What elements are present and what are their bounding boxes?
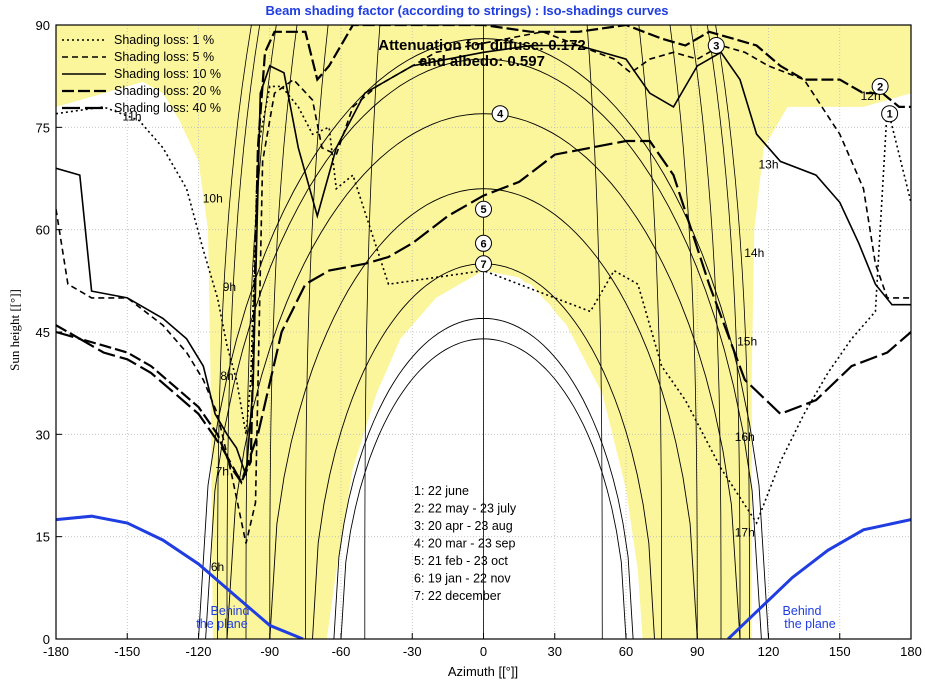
legend-label: Shading loss: 40 %	[114, 101, 221, 115]
y-tick-label: 90	[36, 18, 50, 33]
behind-plane-curve-right	[727, 518, 911, 639]
sun-path-marker-label: 5	[480, 204, 486, 216]
y-tick-label: 60	[36, 223, 50, 238]
iso-shading-curves	[56, 25, 911, 544]
x-tick-label: -120	[185, 644, 211, 659]
hour-label: 16h	[735, 430, 755, 444]
hour-label: 15h	[737, 335, 757, 349]
iso-curve	[56, 44, 911, 476]
hour-line	[586, 25, 603, 639]
behind-plane-curve-left	[56, 514, 304, 639]
date-list-item: 3: 20 apr - 23 aug	[414, 519, 513, 533]
x-tick-label: 30	[548, 644, 562, 659]
sun-path-marker-3: 3	[707, 36, 725, 54]
sun-path-marker-label: 1	[887, 109, 893, 121]
sun-path-marker-2: 2	[871, 77, 889, 95]
sun-path-marker-7: 7	[475, 255, 492, 273]
date-list-item: 2: 22 may - 23 july	[414, 502, 517, 516]
hour-line	[245, 25, 277, 639]
sun-path-marker-label: 6	[480, 238, 486, 250]
sun-paths	[198, 25, 769, 639]
hour-line	[217, 25, 252, 639]
x-tick-label: 90	[690, 644, 704, 659]
attenuation-diffuse-text: Attenuation for diffuse: 0.172	[378, 37, 586, 54]
iso-curve	[56, 139, 911, 485]
x-tick-label: 0	[480, 644, 487, 659]
legend-label: Shading loss: 20 %	[114, 84, 221, 98]
x-tick-label: 120	[758, 644, 780, 659]
chart-title: Beam shading factor (according to string…	[265, 3, 668, 18]
hour-label: 8h	[220, 369, 233, 383]
hour-line	[226, 25, 261, 639]
x-axis-label: Azimuth [[°]]	[448, 664, 518, 679]
hour-line	[638, 25, 662, 639]
x-tick-label: 180	[900, 644, 922, 659]
axis-ticks: -180 -150 -120 -90 -60 -30 0 30 60 90 120 150 180015…	[36, 18, 922, 659]
hour-label: 11h	[122, 110, 141, 124]
sun-path-marker-1: 1	[881, 105, 899, 123]
y-tick-label: 45	[36, 325, 50, 340]
y-tick-label: 30	[36, 427, 50, 442]
y-tick-label: 75	[36, 120, 50, 135]
sun-path-markers: 1 2 3 4 5 6 7	[475, 36, 899, 273]
hour-label: 10h	[203, 191, 223, 205]
hour-line	[706, 25, 741, 639]
hour-line	[669, 25, 698, 639]
y-axis-label: Sun height [[°]]	[7, 289, 22, 371]
hour-line	[269, 25, 298, 639]
x-tick-label: 60	[619, 644, 633, 659]
legend-label: Shading loss: 1 %	[114, 33, 214, 47]
behind-plane-left-2: the plane	[196, 617, 247, 631]
date-list-item: 7: 22 december	[414, 589, 501, 603]
hour-line	[690, 25, 722, 639]
sun-path-marker-label: 4	[497, 109, 504, 121]
date-list-item: 5: 21 feb - 23 oct	[414, 554, 508, 568]
legend: Shading loss: 1 % Shading loss: 5 % Shadin…	[62, 33, 221, 115]
date-list-item: 6: 19 jan - 22 nov	[414, 572, 511, 586]
legend-label: Shading loss: 10 %	[114, 67, 221, 81]
hour-line	[715, 25, 750, 639]
hour-label: 13h	[758, 157, 778, 171]
sun-path-marker-4: 4	[491, 105, 509, 123]
sun-path-marker-label: 7	[480, 259, 486, 271]
unshaded-right	[751, 106, 911, 639]
legend-label: Shading loss: 5 %	[114, 50, 214, 64]
sun-path-marker-label: 2	[877, 81, 883, 93]
x-tick-label: -150	[114, 644, 140, 659]
y-tick-label: 15	[36, 530, 50, 545]
sun-path-marker-5: 5	[475, 200, 492, 218]
date-list-item: 4: 20 mar - 23 sep	[414, 537, 515, 551]
sun-path-marker-6: 6	[475, 234, 492, 252]
behind-plane-left-1: Behind	[211, 604, 250, 618]
hour-label: 14h	[744, 246, 764, 260]
behind-plane-curves	[56, 514, 911, 639]
y-tick-label: 0	[43, 632, 50, 647]
hour-label: 17h	[735, 526, 755, 540]
iso-curve	[56, 85, 911, 525]
unshaded-left	[56, 106, 213, 639]
hour-label: 6h	[211, 560, 224, 574]
hour-line	[364, 25, 381, 639]
hour-label: 9h	[223, 280, 236, 294]
sun-path-marker-label: 3	[713, 40, 719, 52]
attenuation-albedo-text: and albedo: 0.597	[419, 53, 545, 70]
date-list-item: 1: 22 june	[414, 484, 469, 498]
date-list: 1: 22 june 2: 22 may - 23 july 3: 20 apr -…	[414, 484, 517, 603]
behind-plane-right-2: the plane	[784, 617, 835, 631]
x-tick-label: -60	[332, 644, 351, 659]
unshaded-center	[326, 270, 643, 639]
x-tick-label: -30	[403, 644, 422, 659]
hour-label: 7h	[216, 464, 229, 478]
x-tick-label: -90	[260, 644, 279, 659]
x-tick-label: -180	[43, 644, 69, 659]
behind-plane-right-1: Behind	[783, 604, 822, 618]
x-tick-label: 150	[829, 644, 851, 659]
